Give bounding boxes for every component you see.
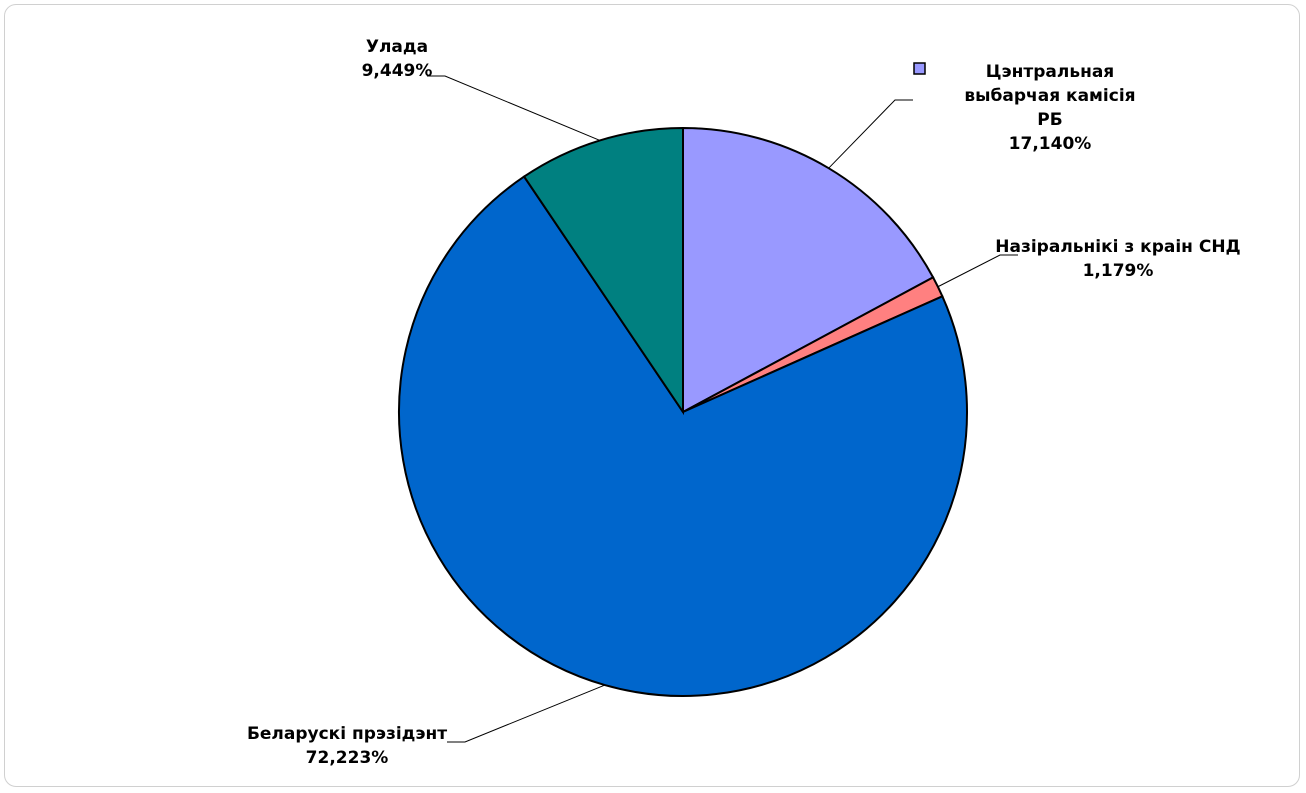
slice-name: Цэнтральная выбарчая камісія РБ xyxy=(964,62,1136,130)
data-label: Цэнтральная выбарчая камісія РБ 17,140% xyxy=(910,60,1190,156)
slice-value: 17,140% xyxy=(1008,134,1092,154)
data-label: Улада 9,449% xyxy=(257,35,537,83)
pie-slice xyxy=(682,126,935,414)
pie-slice xyxy=(522,126,684,416)
chart-frame xyxy=(4,4,1300,787)
leader-line xyxy=(447,684,606,743)
slice-name: Беларускі прэзідэнт xyxy=(246,724,448,744)
slice-value: 9,449% xyxy=(361,61,433,81)
data-label: Беларускі прэзідэнт 72,223% xyxy=(207,722,487,770)
slice-name: Назіральнікі з краін СНД xyxy=(995,237,1241,257)
leader-line xyxy=(937,254,1018,288)
slice-value: 72,223% xyxy=(305,748,389,768)
data-label: Назіральнікі з краін СНД 1,179% xyxy=(978,235,1258,283)
slice-value: 1,179% xyxy=(1082,261,1154,281)
leader-line xyxy=(427,75,601,141)
pie-slice xyxy=(398,175,968,697)
legend-key xyxy=(913,62,926,75)
leader-line xyxy=(828,99,913,169)
slice-name: Улада xyxy=(365,37,429,57)
